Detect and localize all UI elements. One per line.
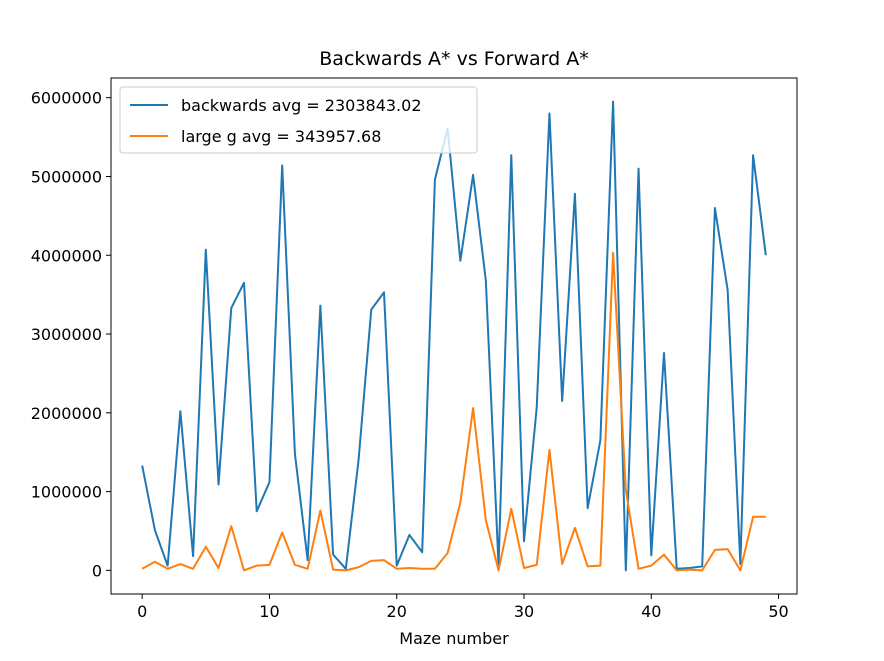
series-1 (141, 251, 766, 572)
legend-box (119, 86, 478, 154)
x-tick-label: 20 (387, 602, 407, 621)
series-layer (141, 100, 767, 572)
y-tick-label: 4000000 (31, 246, 102, 265)
x-tick-label: 10 (259, 602, 279, 621)
y-tick-label: 0 (92, 561, 102, 580)
y-tick-label: 3000000 (31, 325, 102, 344)
chart-title: Backwards A* vs Forward A* (319, 48, 588, 70)
y-tick-label: 2000000 (31, 404, 102, 423)
legend: backwards avg = 2303843.02 large g avg = … (119, 86, 478, 154)
series-line (141, 100, 767, 572)
legend-label: backwards avg = 2303843.02 (181, 96, 422, 115)
x-tick-label: 30 (514, 602, 534, 621)
y-tick-label: 5000000 (31, 167, 102, 186)
series-0 (141, 100, 767, 572)
x-axis-label: Maze number (399, 629, 509, 648)
legend-label: large g avg = 343957.68 (181, 127, 381, 146)
x-tick-label: 40 (641, 602, 661, 621)
y-tick-label: 6000000 (31, 89, 102, 108)
series-line (141, 251, 766, 572)
y-tick-label: 1000000 (31, 483, 102, 502)
x-tick-label: 50 (768, 602, 788, 621)
y-axis: 0 1000000 2000000 3000000 4000000 5000000 6000… (31, 89, 111, 580)
x-tick-label: 0 (137, 602, 147, 621)
plot-frame (110, 77, 798, 595)
x-axis: 0 10 20 30 40 50 (137, 594, 789, 621)
